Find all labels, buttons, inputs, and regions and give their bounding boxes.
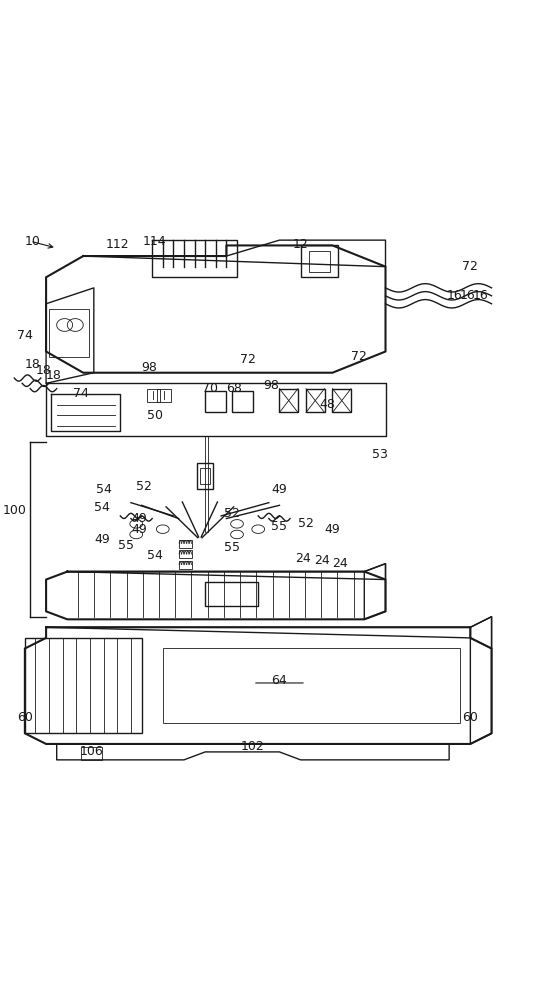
Text: 72: 72 — [462, 260, 478, 273]
Text: 106: 106 — [79, 745, 103, 758]
Text: 49: 49 — [272, 483, 287, 496]
Bar — [279, 389, 298, 412]
Text: 49: 49 — [94, 533, 109, 546]
Text: 102: 102 — [241, 740, 265, 753]
Bar — [309, 251, 330, 272]
Text: 24: 24 — [314, 554, 329, 567]
Bar — [205, 582, 258, 606]
Text: 24: 24 — [333, 557, 348, 570]
Text: 55: 55 — [117, 539, 134, 552]
Text: 52: 52 — [298, 517, 314, 530]
Text: 55: 55 — [224, 541, 240, 554]
Text: 64: 64 — [272, 674, 287, 687]
Bar — [25, 638, 142, 733]
Text: 52: 52 — [136, 480, 152, 493]
Bar — [179, 561, 192, 569]
Text: 55: 55 — [271, 520, 287, 533]
Bar — [49, 309, 89, 357]
Bar — [147, 389, 160, 402]
Bar — [306, 389, 325, 412]
Text: 16: 16 — [473, 289, 489, 302]
Text: 49: 49 — [131, 523, 147, 536]
Bar — [179, 550, 192, 558]
Text: 100: 100 — [2, 504, 26, 517]
Text: 52: 52 — [224, 507, 240, 520]
Text: 16: 16 — [460, 289, 476, 302]
Text: 112: 112 — [106, 238, 130, 251]
Text: 98: 98 — [264, 379, 279, 392]
Text: 54: 54 — [97, 483, 112, 496]
Bar — [163, 648, 460, 723]
Text: 48: 48 — [319, 398, 335, 411]
Text: 18: 18 — [46, 369, 62, 382]
Text: 16: 16 — [446, 289, 462, 302]
Text: 50: 50 — [147, 409, 163, 422]
Text: 114: 114 — [143, 235, 167, 248]
Text: 53: 53 — [372, 448, 388, 461]
Bar — [205, 391, 226, 412]
Text: 74: 74 — [73, 387, 89, 400]
Text: 74: 74 — [17, 329, 33, 342]
Text: 54: 54 — [94, 501, 109, 514]
Text: 12: 12 — [293, 238, 309, 251]
Text: 18: 18 — [35, 364, 51, 377]
Text: 49: 49 — [325, 523, 340, 536]
Bar — [197, 463, 213, 489]
Text: 98: 98 — [142, 361, 158, 374]
Text: 72: 72 — [240, 353, 256, 366]
Bar — [158, 389, 171, 402]
Text: 68: 68 — [226, 382, 242, 395]
Text: 24: 24 — [295, 552, 311, 565]
Bar — [200, 468, 210, 484]
Text: 10: 10 — [25, 235, 41, 248]
Text: 72: 72 — [351, 350, 367, 363]
Text: 18: 18 — [25, 358, 41, 371]
Text: 70: 70 — [202, 382, 218, 395]
Bar — [333, 389, 351, 412]
Text: 60: 60 — [462, 711, 478, 724]
Bar — [179, 540, 192, 548]
Bar — [232, 391, 253, 412]
Text: 54: 54 — [147, 549, 163, 562]
Text: 60: 60 — [17, 711, 33, 724]
Bar — [81, 747, 102, 760]
Text: 49: 49 — [131, 512, 147, 525]
Bar — [301, 245, 338, 277]
